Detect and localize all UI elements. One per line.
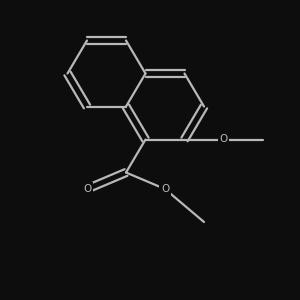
Text: O: O (219, 134, 228, 145)
Text: O: O (161, 184, 169, 194)
Text: O: O (83, 184, 91, 194)
